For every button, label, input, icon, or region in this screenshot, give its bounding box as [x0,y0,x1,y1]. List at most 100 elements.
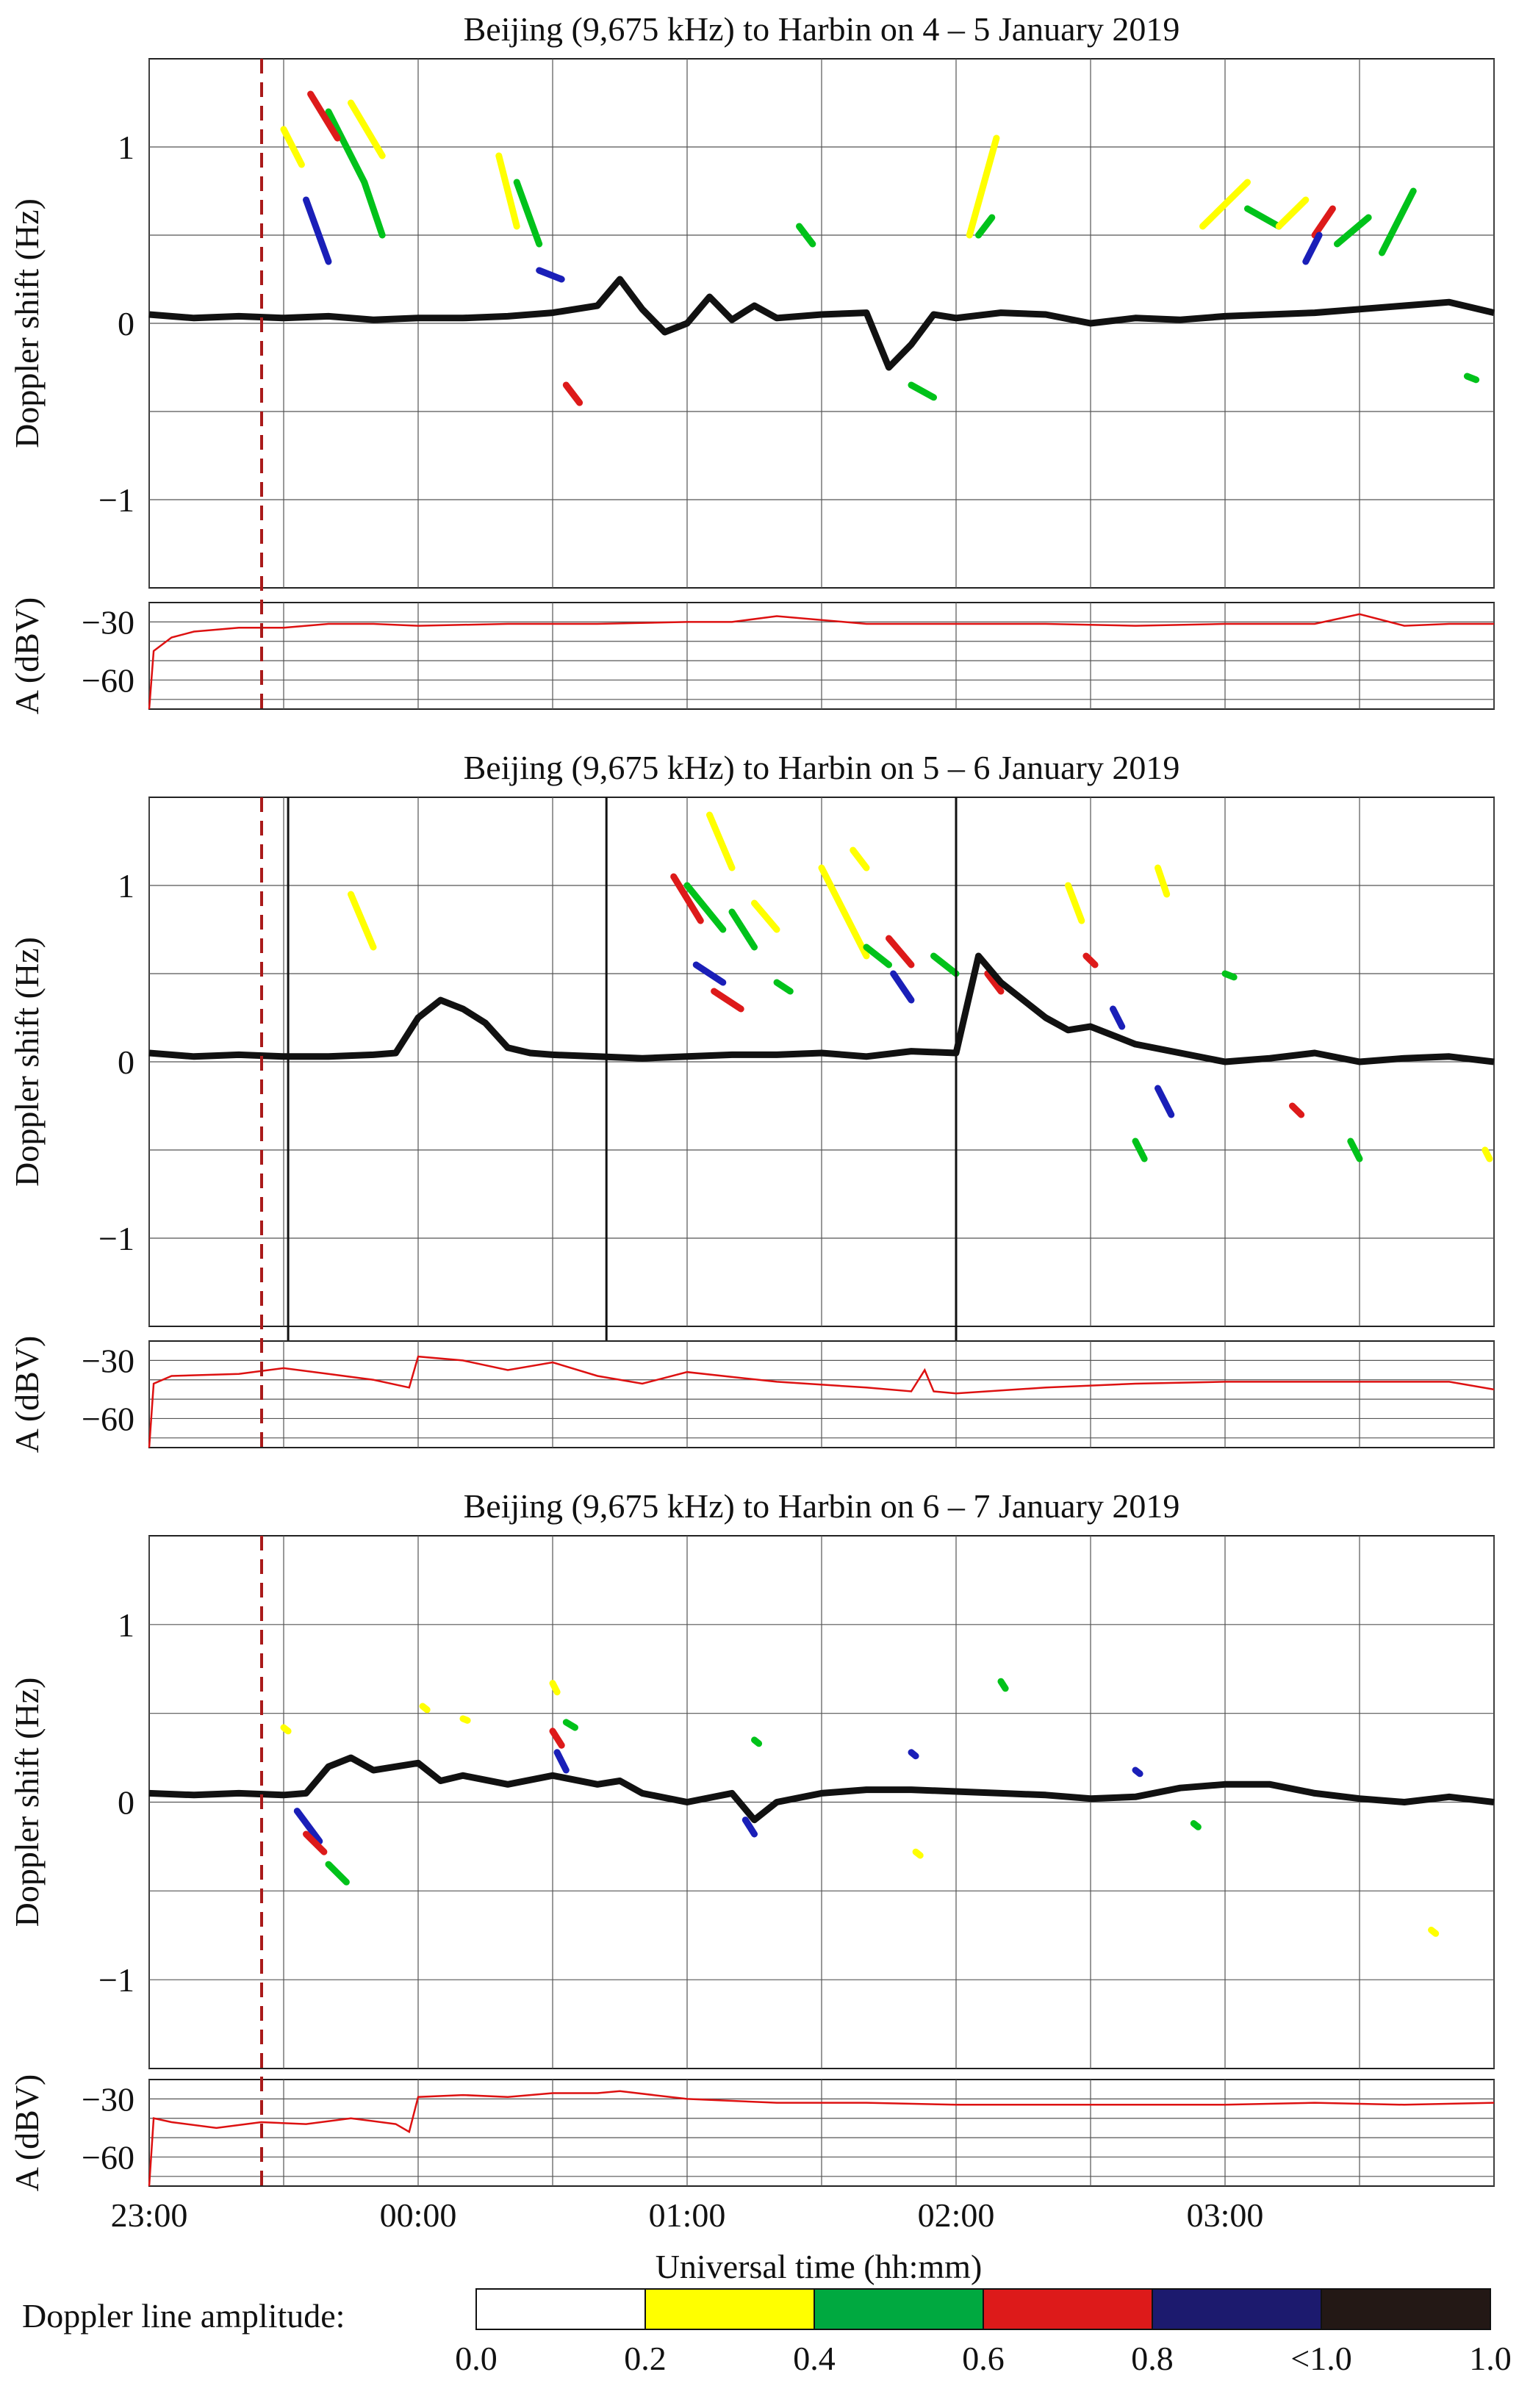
legend-tick-label: <1.0 [1290,2340,1351,2377]
doppler-ytick-label: 0 [118,1043,134,1081]
doppler-segment [711,988,744,1013]
doppler-segment [513,179,543,248]
amplitude-ytick-label: −60 [82,1400,134,1437]
doppler-segment [495,152,520,230]
doppler-segment [293,1808,323,1845]
doppler-segment [751,899,780,933]
panels: Beijing (9,675 kHz) to Harbin on 4 – 5 J… [8,10,1495,2234]
doppler-segment [751,1736,763,1747]
doppler-segment [1221,970,1238,981]
legend-tick-label: 0.0 [455,2340,498,2377]
doppler-ytick-label: 1 [118,129,134,166]
doppler-segment [549,1680,561,1696]
panel-1: Beijing (9,675 kHz) to Harbin on 4 – 5 J… [8,10,1495,715]
amplitude-ylabel: A (dBV) [8,1336,46,1453]
amplitude-ytick-label: −60 [82,2138,134,2176]
doppler-segment [1199,179,1251,230]
x-tick-label: 01:00 [649,2196,726,2234]
doppler-segment [348,99,386,159]
doppler-segment [706,811,736,871]
doppler-ytick-label: 1 [118,867,134,905]
doppler-segment [692,961,727,986]
amplitude-ytick-label: −30 [82,2080,134,2118]
doppler-segment [997,1678,1009,1692]
doppler-segment [1302,231,1323,265]
x-tick-label: 23:00 [111,2196,188,2234]
x-tick-label: 03:00 [1187,2196,1264,2234]
doppler-segment [1154,864,1171,898]
legend-tick-label: 1.0 [1469,2340,1512,2377]
doppler-segment [1082,952,1099,968]
doppler-segment [912,1848,924,1859]
doppler-segment [796,223,816,248]
legend-tick-label: 0.4 [793,2340,836,2377]
doppler-segment [670,873,704,924]
doppler-ytick-label: 0 [118,1784,134,1822]
doppler-segment [303,1830,328,1855]
x-axis-label: Universal time (hh:mm) [656,2248,983,2285]
panel-2: Beijing (9,675 kHz) to Harbin on 5 – 6 J… [8,749,1495,1453]
doppler-segment [303,196,332,265]
doppler-segment [1428,1927,1440,1937]
panel-title: Beijing (9,675 kHz) to Harbin on 4 – 5 J… [464,10,1180,48]
doppler-segment [280,126,305,168]
legend-tick-label: 0.6 [962,2340,1005,2377]
legend-tick-label: 0.8 [1131,2340,1174,2377]
doppler-segment [1347,1137,1363,1162]
amplitude-trace [148,1355,1495,1448]
doppler-ytick-label: 1 [118,1606,134,1644]
legend-swatch [475,2288,646,2330]
legend: Doppler line amplitude: 0.0 0.2 0.4 0.6 0.8 <… [22,2288,1512,2377]
doppler-segment [562,1719,578,1731]
doppler-segment [553,1749,570,1774]
doppler-segment [850,847,870,871]
doppler-segment [1244,205,1282,230]
doppler-segment [886,935,915,968]
doppler-segment [773,979,794,995]
amplitude-ytick-label: −60 [82,661,134,699]
doppler-segment [818,864,870,960]
doppler-segment [683,882,727,933]
panel-title: Beijing (9,675 kHz) to Harbin on 6 – 7 J… [464,1487,1180,1525]
doppler-segment [1311,205,1336,239]
doppler-segment [1110,1005,1126,1030]
legend-swatch [983,2288,1153,2330]
x-tick-label: 02:00 [918,2196,995,2234]
doppler-segment [1379,187,1417,256]
doppler-segment [741,1816,758,1838]
doppler-segment [984,970,1005,995]
doppler-segment [280,1724,292,1735]
doppler-main-trace [148,1754,1495,1824]
doppler-segment [307,90,341,142]
legend-tick-label: 0.2 [624,2340,667,2377]
doppler-ylabel: Doppler shift (Hz) [8,937,46,1187]
legend-swatch [814,2288,984,2330]
panel-title: Beijing (9,675 kHz) to Harbin on 5 – 6 J… [464,749,1180,786]
doppler-segment [348,891,377,951]
panel-3: Beijing (9,675 kHz) to Harbin on 6 – 7 J… [8,1487,1495,2234]
legend-swatch [1321,2288,1491,2330]
doppler-ytick-label: −1 [98,481,134,519]
doppler-segment [361,179,386,239]
doppler-main-trace [148,952,1495,1065]
amplitude-ylabel: A (dBV) [8,597,46,715]
doppler-segment [1190,1820,1202,1830]
doppler-segment [1463,373,1480,384]
doppler-segment [549,1728,565,1749]
amplitude-trace [148,2090,1495,2187]
doppler-segment [536,267,565,283]
amplitude-ytick-label: −30 [82,1342,134,1379]
doppler-segment [325,108,368,186]
doppler-segment [1132,1767,1143,1778]
doppler-segment [975,214,996,239]
doppler-segment [1154,1085,1175,1118]
doppler-segment [930,952,960,977]
amplitude-ylabel: A (dBV) [8,2074,46,2192]
doppler-segment [459,1715,471,1724]
doppler-segment [1065,882,1085,924]
doppler-ytick-label: 0 [118,305,134,342]
doppler-segment [908,381,937,401]
doppler-segment [1334,214,1372,248]
doppler-segment [908,1749,919,1760]
